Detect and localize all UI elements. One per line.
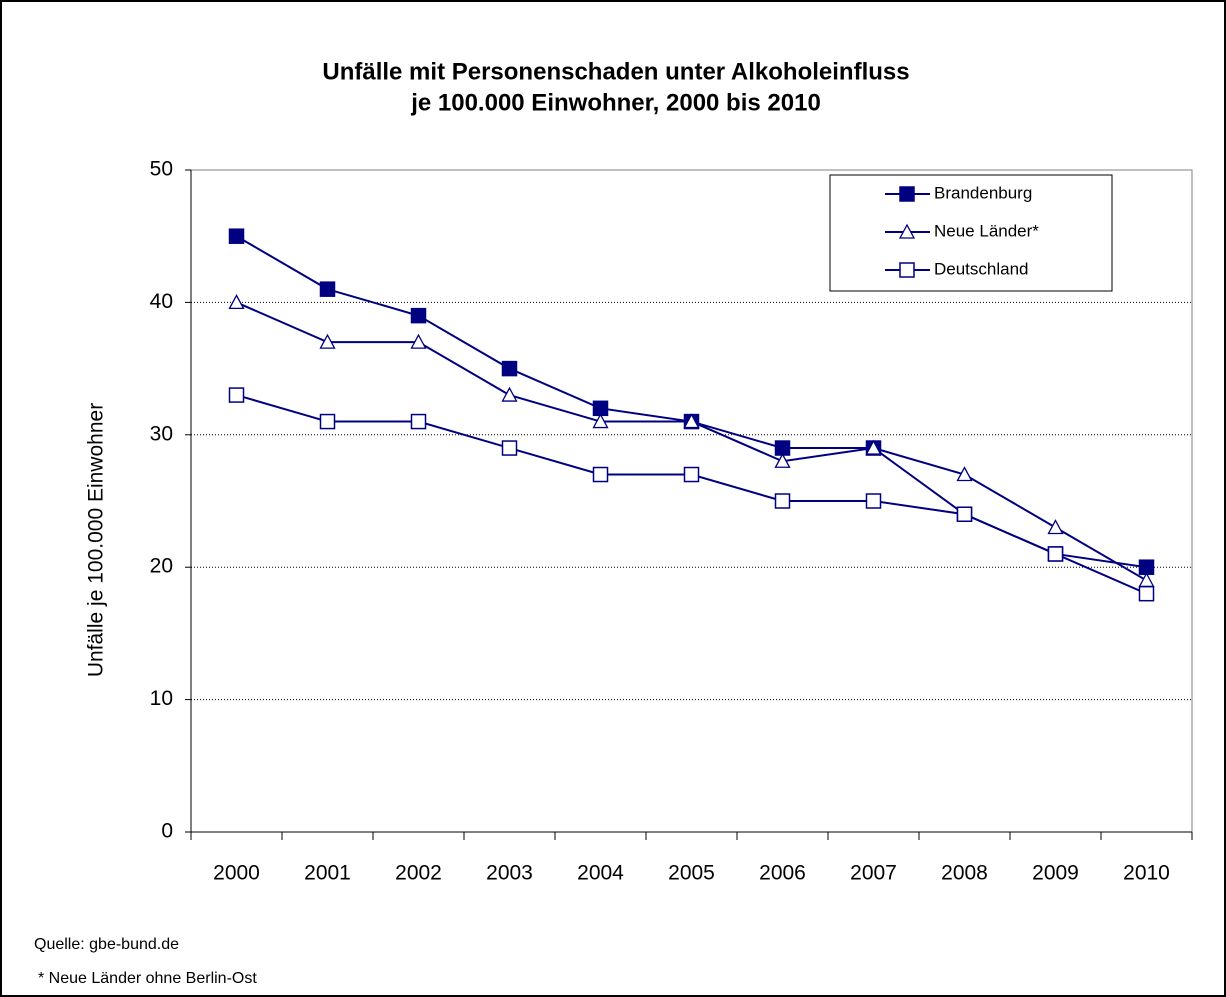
- marker: [410, 413, 427, 430]
- x-tick-label: 2000: [213, 862, 260, 885]
- marker: [774, 493, 791, 509]
- marker: [774, 452, 791, 468]
- x-tick-label: 2010: [1123, 862, 1170, 885]
- footnote: * Neue Länder ohne Berlin-Ost: [38, 970, 257, 987]
- y-tick-label: 30: [150, 422, 173, 445]
- legend: Brandenburg Neue Länder* Deutschland: [829, 174, 1113, 292]
- legend-label: Neue Länder*: [934, 221, 1039, 240]
- marker: [1047, 519, 1064, 535]
- y-tick-label: 10: [150, 687, 173, 710]
- marker: [683, 413, 700, 429]
- x-tick-label: 2005: [668, 862, 715, 885]
- marker: [1047, 546, 1064, 562]
- marker: [228, 387, 245, 403]
- y-tick-label: 40: [150, 290, 173, 313]
- y-tick-label: 50: [150, 158, 173, 181]
- x-tick-label: 2008: [941, 862, 988, 885]
- marker: [501, 386, 518, 402]
- marker: [865, 493, 882, 509]
- legend-box: [829, 174, 1113, 292]
- marker: [319, 333, 336, 349]
- marker: [865, 439, 882, 455]
- source-note: Quelle: gbe-bund.de: [34, 936, 179, 953]
- y-tick-label: 20: [150, 555, 173, 578]
- legend-marker: [899, 186, 915, 202]
- legend-label: Deutschland: [934, 259, 1029, 278]
- y-tick-label: 0: [161, 820, 173, 843]
- x-tick-label: 2009: [1032, 862, 1079, 885]
- marker: [501, 360, 518, 377]
- chart-title: je 100.000 Einwohner, 2000 bis 2010: [410, 89, 821, 116]
- marker: [410, 333, 427, 349]
- legend-marker: [898, 223, 916, 239]
- marker: [319, 413, 336, 430]
- marker: [683, 466, 700, 483]
- x-tick-label: 2002: [395, 862, 442, 885]
- marker: [228, 294, 245, 310]
- x-tick-label: 2004: [577, 862, 624, 885]
- chart-title: Unfälle mit Personenschaden unter Alkoho…: [322, 58, 909, 85]
- x-tick-label: 2006: [759, 862, 806, 885]
- marker: [1138, 585, 1155, 602]
- marker: [228, 228, 245, 244]
- marker: [319, 281, 336, 297]
- legend-label: Brandenburg: [934, 183, 1032, 202]
- marker: [501, 440, 518, 456]
- marker: [956, 466, 973, 482]
- marker: [956, 506, 973, 522]
- legend-marker: [899, 262, 915, 278]
- y-axis-label: Unfälle je 100.000 Einwohner: [85, 403, 108, 677]
- x-tick-label: 2003: [486, 862, 533, 885]
- x-tick-label: 2001: [304, 862, 351, 885]
- x-tick-label: 2007: [850, 862, 897, 885]
- marker: [592, 413, 609, 429]
- marker: [592, 466, 609, 483]
- marker: [410, 307, 427, 324]
